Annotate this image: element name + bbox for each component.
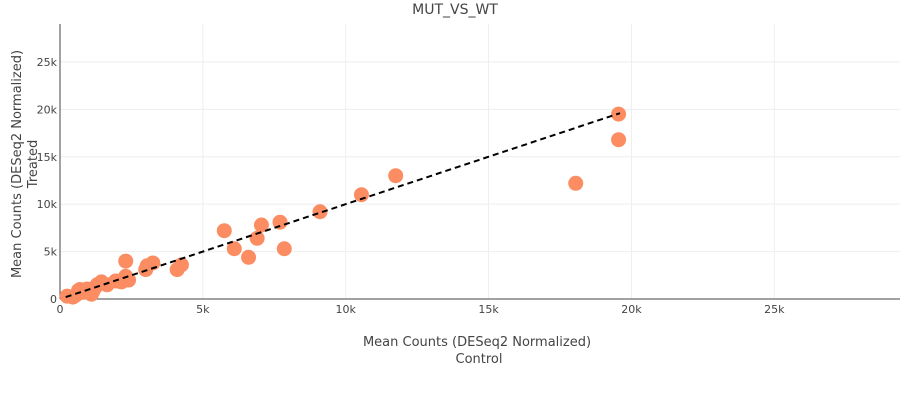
data-point xyxy=(121,272,137,288)
data-point xyxy=(388,168,404,184)
y-tick-label: 25k xyxy=(37,56,58,69)
data-point xyxy=(312,204,328,220)
reference-line-group xyxy=(65,112,621,299)
grid-lines xyxy=(60,24,900,299)
data-point xyxy=(568,175,584,191)
x-tick-label: 25k xyxy=(764,303,785,316)
y-tick-label: 5k xyxy=(44,246,58,259)
chart-title: MUT_VS_WT xyxy=(412,2,498,18)
data-point xyxy=(249,230,265,246)
x-tick-labels: 0 5k 10k 15k 20k 25k xyxy=(57,303,786,316)
data-point xyxy=(276,241,292,257)
x-tick-label: 15k xyxy=(478,303,499,316)
x-tick-label: 20k xyxy=(621,303,642,316)
y-axis-title-line-2: Treated xyxy=(26,140,41,189)
reference-line xyxy=(65,112,621,299)
y-tick-labels: 0 5k 10k 15k 20k 25k xyxy=(37,56,58,306)
data-point xyxy=(253,217,269,233)
data-point xyxy=(118,253,134,269)
data-point xyxy=(241,249,257,265)
data-point xyxy=(226,241,242,257)
data-point xyxy=(173,257,189,273)
y-tick-label: 20k xyxy=(37,103,58,116)
data-point xyxy=(272,214,288,230)
y-tick-label: 10k xyxy=(37,198,58,211)
x-axis-title-line-1: Mean Counts (DESeq2 Normalized) xyxy=(363,335,591,350)
y-tick-label: 15k xyxy=(37,151,58,164)
axes xyxy=(59,24,900,300)
data-point xyxy=(216,223,232,239)
x-tick-label: 10k xyxy=(336,303,357,316)
x-tick-label: 5k xyxy=(196,303,210,316)
x-axis-title-line-2: Control xyxy=(456,352,503,367)
data-points xyxy=(59,106,627,305)
y-axis-title-line-1: Mean Counts (DESeq2 Normalized) xyxy=(10,50,25,278)
x-tick-label: 0 xyxy=(57,303,64,316)
data-point xyxy=(611,132,627,148)
y-tick-label: 0 xyxy=(50,293,57,306)
